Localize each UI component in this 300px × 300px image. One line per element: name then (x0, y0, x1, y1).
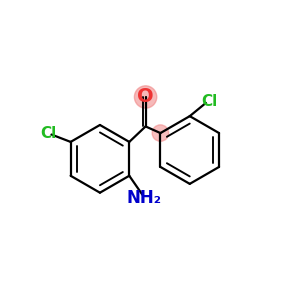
Circle shape (134, 86, 157, 108)
Text: Cl: Cl (40, 126, 56, 141)
Text: Cl: Cl (201, 94, 218, 109)
Text: NH₂: NH₂ (127, 189, 161, 207)
Circle shape (152, 125, 169, 141)
Text: O: O (137, 88, 154, 106)
